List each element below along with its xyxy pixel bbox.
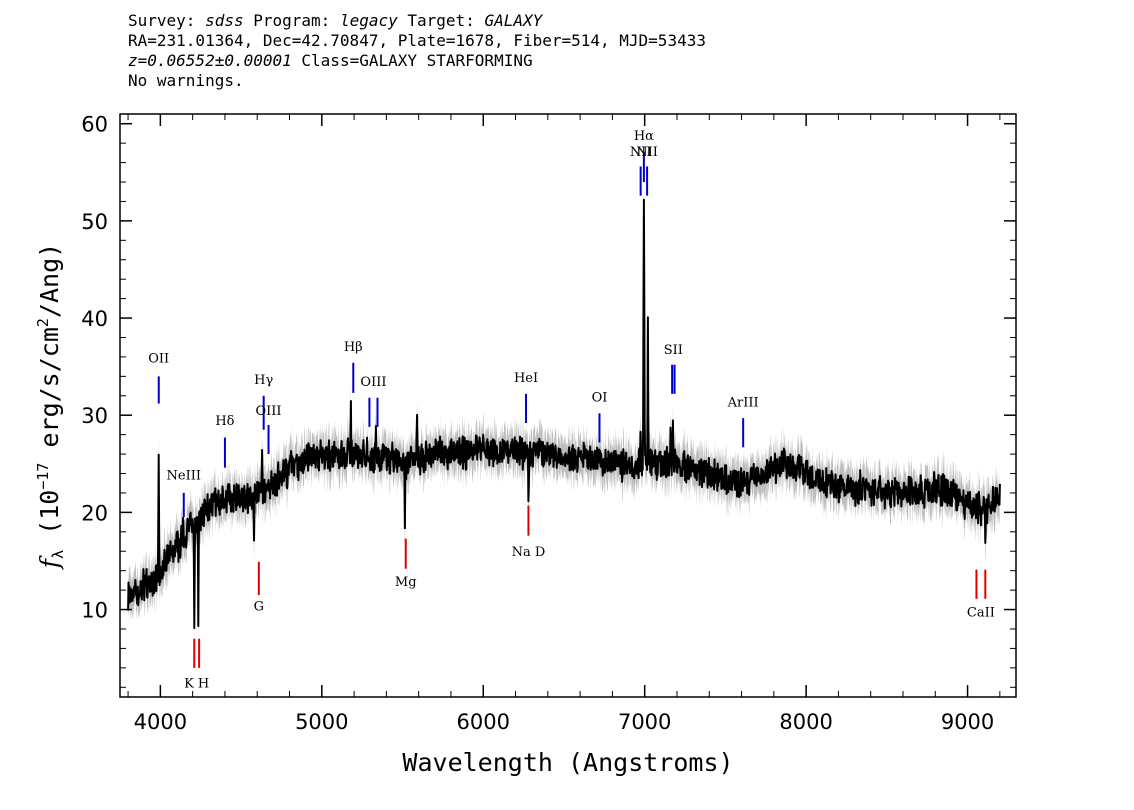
header-line-3: z=0.06552±0.00001 Class=GALAXY STARFORMI… <box>128 51 706 71</box>
marker-label: HeI <box>514 371 538 386</box>
spectrum-header: Survey: sdss Program: legacy Target: GAL… <box>128 11 706 91</box>
y-tick-label: 10 <box>81 599 108 623</box>
survey-label: Survey: <box>128 11 196 30</box>
marker-label: CaII <box>967 605 995 620</box>
header-line-1: Survey: sdss Program: legacy Target: GAL… <box>128 11 706 31</box>
survey-value: sdss <box>205 11 244 30</box>
marker-label: Hβ <box>344 340 363 355</box>
marker-label: NII <box>630 145 652 160</box>
y-tick-label: 40 <box>81 307 108 331</box>
y-tick-label: 60 <box>81 113 108 137</box>
y-axis-title: fλ (10−17 erg/s/cm2/Ang) <box>34 243 67 570</box>
x-tick-label: 7000 <box>618 710 671 734</box>
marker-label: Hδ <box>215 414 234 429</box>
y-axis-title-part: (10 <box>35 490 64 550</box>
y-axis-title-part: erg/s/cm <box>35 327 64 462</box>
marker-label: SII <box>664 343 683 358</box>
marker-label: ArIII <box>727 395 759 410</box>
y-tick-label: 30 <box>81 404 108 428</box>
redshift-value: z=0.06552±0.00001 <box>128 51 292 70</box>
y-axis-title-part: −17 <box>34 463 52 490</box>
x-tick-label: 8000 <box>779 710 832 734</box>
y-tick-label: 50 <box>81 210 108 234</box>
marker-label: Hγ <box>254 373 273 388</box>
target-label: Target: <box>407 11 475 30</box>
marker-label: G <box>254 600 264 615</box>
marker-label: Mg <box>395 575 417 590</box>
program-label: Program: <box>253 11 331 30</box>
plot-frame <box>119 113 1017 698</box>
x-axis-title: Wavelength (Angstroms) <box>402 748 733 777</box>
marker-label: K H <box>184 676 209 691</box>
header-line-2: RA=231.01364, Dec=42.70847, Plate=1678, … <box>128 31 706 50</box>
target-value: GALAXY <box>484 11 543 30</box>
x-tick-label: 9000 <box>941 710 994 734</box>
axis-ticks: 4000 5000 6000 7000 8000 9000 10 20 30 40 50 60 <box>81 113 1016 734</box>
y-axis-title-part: /Ang) <box>35 243 64 318</box>
marker-label: Hα <box>634 129 654 144</box>
header-line-4: No warnings. <box>128 71 244 90</box>
flux-series <box>127 198 1001 630</box>
marker-label: NeIII <box>167 468 201 483</box>
x-tick-label: 4000 <box>134 710 187 734</box>
y-axis-title-part: f <box>35 555 64 570</box>
marker-label: OII <box>148 352 169 367</box>
marker-label: NII <box>636 145 658 160</box>
x-tick-label: 5000 <box>295 710 348 734</box>
x-tick-label: 6000 <box>457 710 510 734</box>
flux-line <box>127 198 1001 630</box>
class-value: Class=GALAXY STARFORMING <box>301 51 533 70</box>
marker-label: OIII <box>360 375 386 390</box>
marker-label: Na D <box>512 545 546 560</box>
y-axis-title-part: λ <box>49 550 67 559</box>
y-tick-label: 20 <box>81 501 108 525</box>
marker-label: OI <box>592 391 608 406</box>
y-axis-title-part: 2 <box>34 318 52 327</box>
program-value: legacy <box>339 11 398 30</box>
marker-label: OIII <box>255 404 281 419</box>
